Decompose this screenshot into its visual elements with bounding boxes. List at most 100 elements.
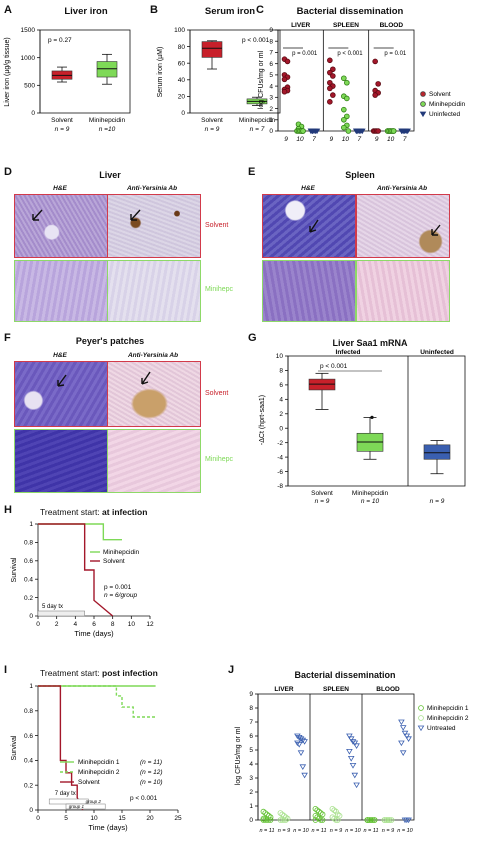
j-point xyxy=(331,807,337,813)
h-x-tick-label: 0 xyxy=(36,621,40,628)
j-point xyxy=(277,817,284,823)
i-x-tick-label: 15 xyxy=(118,815,126,822)
j-n-label: n = 10 xyxy=(345,828,361,834)
chart-title-serum-iron: Serum iron xyxy=(204,6,256,17)
j-point xyxy=(364,817,371,823)
c-point xyxy=(309,128,316,135)
c-legend-label: Solvent xyxy=(429,91,451,98)
survival-chart-i: 0 5 10 15 20 25 0 0.2 0.4 0.6 0.8 1 Time (days) Survi… xyxy=(11,683,182,832)
j-point xyxy=(282,817,289,823)
c-point xyxy=(281,88,288,95)
h-y-tick-label: 0.8 xyxy=(24,540,33,547)
b-box-0-box xyxy=(201,41,223,58)
c-n-label: 10 xyxy=(387,136,395,143)
j-point xyxy=(398,740,405,747)
j-point xyxy=(265,817,272,823)
c-point xyxy=(372,92,378,98)
b-y-tick-label: 80 xyxy=(178,44,186,51)
i-x-tick-label: 0 xyxy=(36,815,40,822)
panel-label-d: D xyxy=(4,166,12,178)
panel-label-c: C xyxy=(256,4,264,16)
j-point xyxy=(282,814,289,821)
c-point xyxy=(344,113,350,120)
j-n-label: n = 11 xyxy=(259,828,274,834)
h-y-label: Survival xyxy=(11,557,18,582)
j-point xyxy=(301,739,308,745)
c-point xyxy=(300,128,306,134)
panel-d-ab-header: Anti-Yersinia Ab xyxy=(126,185,178,192)
j-organ-label: BLOOD xyxy=(376,686,400,693)
c-n-label: 9 xyxy=(375,136,379,143)
spleen-he-minihepc-image xyxy=(262,260,356,322)
j-point xyxy=(264,811,270,818)
j-point xyxy=(346,749,353,755)
h-x-tick-label: 10 xyxy=(128,621,136,628)
c-point xyxy=(313,128,321,135)
j-point xyxy=(301,772,308,779)
j-point xyxy=(385,817,391,823)
c-point xyxy=(354,128,362,135)
j-y-tick-label: 1 xyxy=(249,803,253,810)
j-point xyxy=(281,817,287,823)
j-legend-marker xyxy=(417,725,425,732)
c-point xyxy=(341,75,347,82)
j-point xyxy=(264,817,270,823)
g-sub-infected: Infected xyxy=(336,349,361,356)
j-point xyxy=(381,817,388,823)
c-n-label: 7 xyxy=(358,136,362,143)
panel-label-b: B xyxy=(150,4,158,16)
i-p-value: p < 0.001 xyxy=(130,795,158,802)
h-tx-label: 5 day tx xyxy=(42,604,63,610)
g-box-2-box xyxy=(423,444,451,460)
panel-e-title: Spleen xyxy=(345,170,375,180)
panel-e-ab-header: Anti-Yersinia Ab xyxy=(376,185,428,192)
j-point xyxy=(401,730,409,737)
a-category-label: Solvent xyxy=(51,117,73,124)
j-point xyxy=(349,763,357,769)
c-point xyxy=(345,128,352,134)
j-point xyxy=(405,736,412,742)
h-x-tick-label: 6 xyxy=(92,621,96,628)
j-point xyxy=(398,719,405,726)
i-y-tick-label: 0.2 xyxy=(24,782,33,789)
j-y-tick-label: 8 xyxy=(249,705,253,712)
a-box-1-box xyxy=(96,61,118,78)
c-point xyxy=(375,81,381,87)
j-point xyxy=(353,743,360,749)
panel-h-title-bold: at infection xyxy=(102,507,148,517)
j-point xyxy=(318,817,324,823)
c-point xyxy=(375,128,381,134)
h-legend-label: Solvent xyxy=(103,558,125,565)
j-y-label: log CFUs/mg or ml xyxy=(235,726,242,785)
panel-label-e: E xyxy=(248,166,256,178)
j-point xyxy=(295,735,303,741)
panel-d-row-minihepc: Minihepc xyxy=(205,286,234,293)
c-point xyxy=(341,116,347,123)
b-y-tick-label: 0 xyxy=(181,110,185,117)
c-y-tick-label: 0 xyxy=(269,128,273,135)
c-point xyxy=(341,124,347,131)
j-point xyxy=(388,817,395,823)
c-point xyxy=(390,128,397,134)
c-y-tick-label: 1 xyxy=(269,117,273,124)
panel-f-he-header: H&E xyxy=(53,352,67,359)
chart-title-liver-iron: Liver iron xyxy=(64,6,108,17)
i-y-tick-label: 1 xyxy=(29,683,33,690)
h-series-line xyxy=(38,523,114,617)
peyers-ab-solvent-image xyxy=(107,361,201,427)
b-y-tick-label: 20 xyxy=(178,94,186,101)
j-point xyxy=(314,807,320,813)
c-n-label: 9 xyxy=(284,136,288,143)
c-y-tick-label: 6 xyxy=(269,61,273,68)
j-point xyxy=(312,806,319,812)
panel-i-title-bold: post infection xyxy=(102,668,158,678)
j-point xyxy=(349,739,357,745)
i-series-line xyxy=(38,685,84,811)
b-y-tick-label: 100 xyxy=(174,27,185,34)
c-point xyxy=(344,95,350,102)
g-y-tick-label: 2 xyxy=(279,411,283,418)
i-tx-label: 7 day tx xyxy=(55,791,76,797)
h-n: n = 6/group xyxy=(104,592,137,599)
i-y-tick-label: 0.8 xyxy=(24,708,33,715)
